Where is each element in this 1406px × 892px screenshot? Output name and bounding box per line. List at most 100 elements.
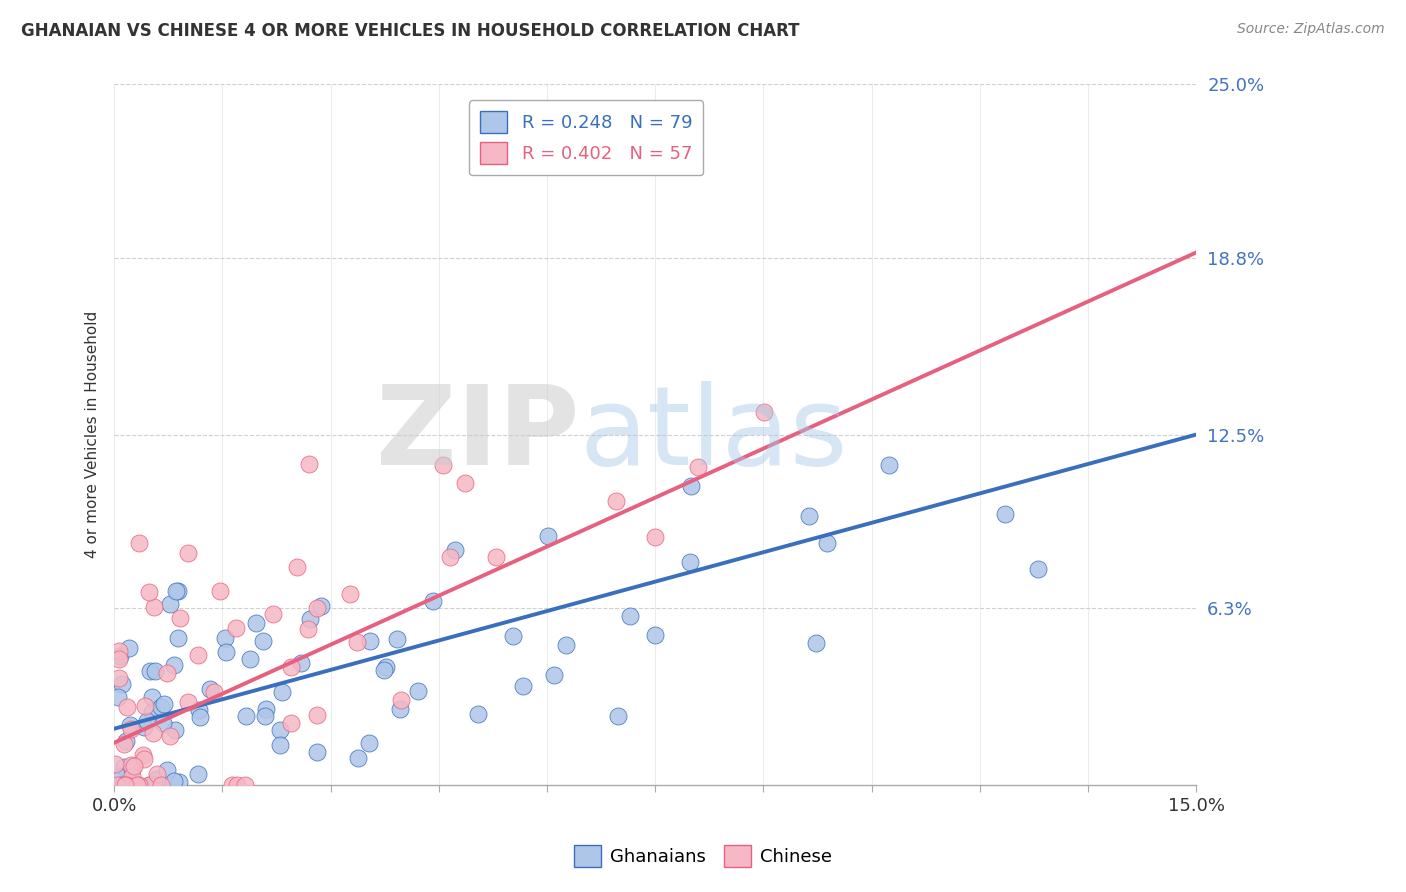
Point: [443, 543, 465, 558]
Point: [209, 584, 232, 599]
Point: [298, 458, 321, 472]
Point: [112, 760, 135, 774]
Point: [115, 778, 138, 792]
Point: [644, 627, 666, 641]
Point: [233, 778, 256, 792]
Text: GHANAIAN VS CHINESE 4 OR MORE VEHICLES IN HOUSEHOLD CORRELATION CHART: GHANAIAN VS CHINESE 4 OR MORE VEHICLES I…: [21, 22, 800, 40]
Point: [269, 738, 291, 752]
Point: [202, 685, 225, 699]
Point: [115, 700, 138, 714]
Point: [132, 752, 155, 766]
Point: [385, 632, 408, 647]
Point: [108, 671, 131, 685]
Point: [607, 709, 630, 723]
Point: [110, 778, 132, 792]
Point: [187, 648, 209, 663]
Point: [359, 634, 381, 648]
Point: [502, 629, 524, 643]
Point: [422, 594, 444, 608]
Point: [806, 636, 828, 650]
Point: [187, 766, 209, 780]
Text: ZIP: ZIP: [375, 381, 579, 488]
Point: [143, 664, 166, 678]
Point: [122, 778, 145, 792]
Point: [375, 659, 398, 673]
Point: [797, 508, 820, 523]
Point: [141, 690, 163, 705]
Point: [543, 668, 565, 682]
Point: [150, 778, 173, 792]
Text: atlas: atlas: [579, 381, 848, 488]
Point: [159, 597, 181, 611]
Point: [108, 644, 131, 658]
Point: [221, 778, 243, 792]
Point: [150, 700, 173, 714]
Point: [132, 748, 155, 763]
Point: [679, 555, 702, 569]
Point: [165, 584, 187, 599]
Point: [235, 708, 257, 723]
Point: [108, 649, 131, 664]
Point: [115, 733, 138, 747]
Point: [432, 458, 454, 472]
Point: [167, 632, 190, 646]
Point: [132, 720, 155, 734]
Point: [815, 535, 838, 549]
Point: [112, 778, 135, 792]
Point: [169, 611, 191, 625]
Point: [245, 615, 267, 630]
Point: [537, 529, 560, 543]
Point: [644, 530, 666, 544]
Point: [285, 560, 308, 574]
Point: [166, 584, 188, 599]
Point: [169, 774, 191, 789]
Point: [108, 652, 131, 666]
Point: [162, 773, 184, 788]
Point: [104, 757, 127, 772]
Point: [142, 726, 165, 740]
Point: [406, 683, 429, 698]
Point: [127, 778, 149, 792]
Point: [605, 493, 627, 508]
Point: [389, 693, 412, 707]
Point: [357, 736, 380, 750]
Point: [290, 657, 312, 671]
Point: [156, 665, 179, 680]
Point: [252, 634, 274, 648]
Point: [346, 751, 368, 765]
Point: [121, 769, 143, 783]
Point: [120, 757, 142, 772]
Point: [271, 685, 294, 699]
Point: [128, 778, 150, 792]
Point: [134, 698, 156, 713]
Point: [239, 652, 262, 666]
Point: [225, 621, 247, 635]
Point: [118, 641, 141, 656]
Point: [159, 729, 181, 743]
Point: [188, 703, 211, 717]
Point: [754, 405, 776, 419]
Point: [121, 762, 143, 776]
Point: [136, 714, 159, 728]
Point: [388, 702, 411, 716]
Point: [688, 460, 710, 475]
Point: [253, 708, 276, 723]
Point: [554, 638, 576, 652]
Text: Source: ZipAtlas.com: Source: ZipAtlas.com: [1237, 22, 1385, 37]
Point: [200, 681, 222, 696]
Point: [309, 599, 332, 614]
Point: [297, 622, 319, 636]
Point: [143, 778, 166, 792]
Point: [467, 706, 489, 721]
Point: [128, 536, 150, 550]
Point: [454, 475, 477, 490]
Point: [305, 745, 328, 759]
Point: [299, 612, 322, 626]
Point: [139, 664, 162, 678]
Point: [215, 645, 238, 659]
Point: [165, 723, 187, 737]
Point: [152, 697, 174, 711]
Point: [307, 708, 329, 723]
Point: [1026, 562, 1049, 576]
Point: [512, 679, 534, 693]
